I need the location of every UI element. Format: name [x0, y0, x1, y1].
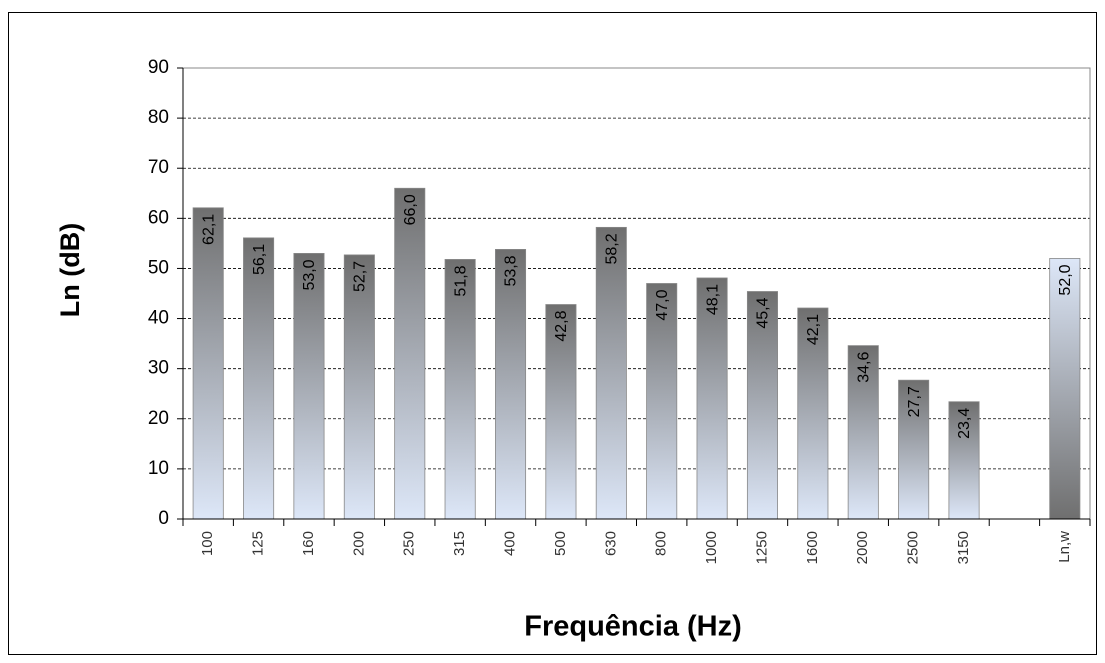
x-tick-label: 3150 [955, 531, 972, 564]
y-tick-label: 90 [148, 57, 169, 78]
x-tick-label: 1600 [804, 531, 821, 564]
y-tick-label: 30 [148, 358, 169, 379]
x-tick-label: 1000 [703, 531, 720, 564]
plot-border [183, 67, 1091, 519]
x-tick-label: 315 [451, 531, 468, 556]
value-label: 62,1 [200, 214, 217, 245]
y-tick-label: 10 [148, 458, 169, 479]
bar [646, 283, 678, 520]
x-tick-label: 2000 [854, 531, 871, 564]
bar [847, 345, 879, 520]
x-tick-label: 1250 [753, 531, 770, 564]
x-tick-label: 125 [250, 531, 267, 556]
y-tick-label: 20 [148, 408, 169, 429]
bar [898, 379, 930, 520]
bar [948, 401, 980, 520]
bar [343, 254, 375, 520]
x-tick-label: 160 [300, 531, 317, 556]
y-tick-label: 40 [148, 308, 169, 329]
x-tick-label: 100 [199, 531, 216, 556]
x-axis-title: Frequência (Hz) [524, 611, 742, 643]
value-label: 27,7 [906, 386, 923, 417]
value-label: 42,8 [553, 310, 570, 341]
bar [394, 187, 426, 520]
y-tick-label: 70 [148, 157, 169, 178]
value-label: 23,4 [956, 408, 973, 439]
bar [696, 277, 728, 520]
bar [293, 253, 325, 520]
value-label: 53,0 [301, 259, 318, 290]
y-tick-label: 60 [148, 207, 169, 228]
bar [797, 307, 829, 520]
value-label: 56,1 [251, 244, 268, 275]
bar [243, 237, 275, 520]
x-tick-label: 800 [653, 531, 670, 556]
y-tick-label: 0 [158, 508, 169, 529]
bar [746, 291, 778, 520]
value-label: 51,8 [452, 265, 469, 296]
x-tick-label: Ln,w [1056, 531, 1073, 563]
value-label: 52,7 [352, 261, 369, 292]
x-tick-label: 500 [552, 531, 569, 556]
bar [192, 207, 224, 520]
bar [495, 249, 527, 520]
value-label: 47,0 [654, 289, 671, 320]
value-label: 52,0 [1057, 264, 1074, 295]
x-tick-label: 250 [401, 531, 418, 556]
x-tick-label: 2500 [905, 531, 922, 564]
value-label: 45,4 [755, 297, 772, 328]
y-tick-label: 80 [148, 107, 169, 128]
x-tick-label: 400 [501, 531, 518, 556]
value-label: 53,8 [503, 255, 520, 286]
bar [444, 259, 476, 520]
value-label: 58,2 [604, 233, 621, 264]
x-tick-label: 630 [602, 531, 619, 556]
bar [1049, 258, 1081, 520]
value-label: 34,6 [855, 352, 872, 383]
bar [595, 226, 627, 520]
value-label: 48,1 [704, 284, 721, 315]
value-label: 42,1 [805, 314, 822, 345]
bar [545, 304, 577, 520]
x-tick-label: 200 [350, 531, 367, 556]
y-tick-label: 50 [148, 257, 169, 278]
value-label: 66,0 [402, 194, 419, 225]
y-axis-title: Ln (dB) [55, 223, 85, 317]
